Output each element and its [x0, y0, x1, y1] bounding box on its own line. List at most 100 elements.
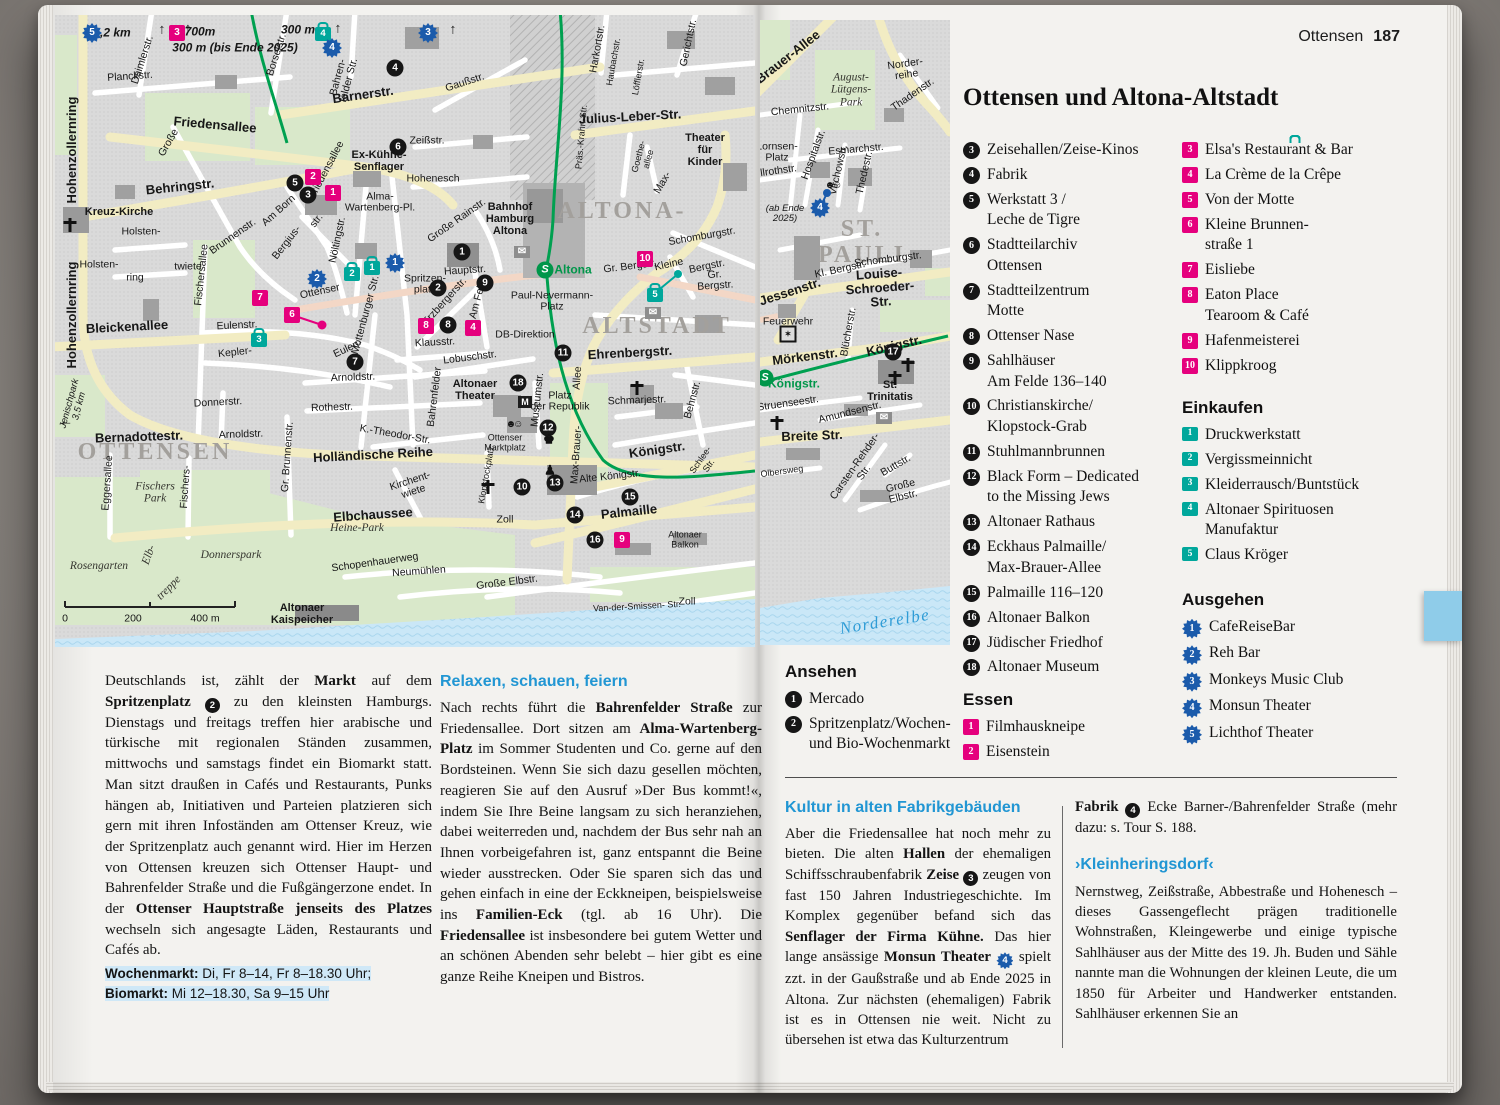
subheading-kultur: Kultur in alten Fabrikgebäuden	[785, 799, 1021, 816]
black-marker-icon: 6	[963, 237, 980, 255]
map-marker-masks-☻☺: ☻☺	[824, 180, 843, 191]
legend-item-label: Fabrik	[987, 165, 1028, 183]
map-marker-dotblue	[823, 189, 831, 197]
map-marker-black-15: 15	[621, 488, 639, 506]
legend-item-label: Hafenmeisterei	[1205, 331, 1300, 349]
map-marker-black-18: 18	[509, 374, 527, 392]
legend-item-label: Eisenstein	[986, 742, 1050, 760]
black-marker-icon: 7	[963, 282, 980, 300]
black-marker-icon: 11	[963, 443, 980, 461]
legend-item-label: Stadtteilarchiv Ottensen	[987, 236, 1078, 274]
map-marker-gear-4: 4	[810, 198, 830, 218]
legend-item-label: CafeReiseBar	[1209, 617, 1296, 635]
map-marker-pink-7: 7	[252, 290, 268, 306]
legend-item: 3 Monkeys Music Club	[1182, 670, 1407, 692]
legend-item-label: Eaton Place Tearoom & Café	[1205, 286, 1309, 324]
map-marker-gear-2: 2	[307, 269, 327, 289]
section-name: Ottensen	[1298, 28, 1364, 45]
map-marker-black-14: 14	[566, 506, 584, 524]
map-marker-dotpink	[317, 320, 327, 330]
text-column-4: Fabrik 4 Ecke Barner-/Bahrenfelder Straß…	[1075, 797, 1397, 1024]
legend-item-label: Lichthof Theater	[1209, 723, 1314, 741]
paragraph: Fabrik 4 Ecke Barner-/Bahrenfelder Straß…	[1075, 799, 1398, 837]
black-marker-icon: 8	[963, 328, 980, 346]
legend-item-label: Kleiderrausch/Buntstück	[1205, 475, 1360, 493]
text-column-3: Kultur in alten Fabrikgebäuden Aber die …	[785, 797, 1051, 1051]
legend-item: 4 Fabrik	[963, 165, 1177, 185]
legend-item-label: Werkstatt 3 / Leche de Tigre	[987, 190, 1080, 229]
map-marker-dotteal	[674, 270, 682, 278]
map-marker-gear-1: 1	[385, 253, 405, 273]
map-marker-church	[901, 358, 915, 372]
subheading-relaxen: Relaxen, schauen, feiern	[440, 673, 628, 690]
legend-item-label: Klippkroog	[1205, 356, 1277, 374]
subheading-kleinheringsdorf: ›Kleinheringsdorf‹	[1075, 856, 1214, 874]
legend-item-label: Vergissmeinnicht	[1205, 450, 1313, 468]
legend-item: 4 Monsun Theater	[1182, 696, 1407, 719]
legend-item: 2 Spritzenplatz/Wochen- und Bio-Wochenmar…	[785, 714, 963, 755]
bag-marker-icon: 5	[1182, 547, 1198, 562]
legend-item: 3 Zeisehallen/Zeise-Kinos	[963, 140, 1177, 160]
black-marker-icon: 17	[963, 634, 980, 652]
map-marker-gear-4: 4	[322, 38, 342, 58]
legend-item: 11 Stuhlmannbrunnen	[963, 442, 1177, 462]
map-marker-bag-2: 2	[344, 267, 360, 281]
paragraph: Nernstweg, Zeißstraße, Abbestraße und Ho…	[1075, 883, 1397, 1022]
pink-marker-icon: 7	[1182, 262, 1198, 279]
legend-item: 16 Altonaer Balkon	[963, 608, 1177, 628]
legend-item-label: Druckwerkstatt	[1205, 426, 1301, 444]
legend-item: 10 Klippkroog	[1182, 356, 1407, 376]
gear-marker-icon: 4	[1182, 698, 1202, 719]
legend-item: 2 Eisenstein	[963, 742, 1163, 762]
map-marker-bag-5: 5	[647, 288, 663, 302]
pink-marker-icon: 1	[963, 719, 979, 735]
bag-marker-icon: 1	[1182, 427, 1198, 442]
market-hours-bio: Biomarkt: Mi 12–18.30, Sa 9–15 Uhr	[105, 986, 330, 1002]
legend-item-label: La Crème de la Crêpe	[1205, 165, 1341, 183]
black-marker-icon: 16	[963, 609, 980, 627]
map-marker-pink-6: 6	[284, 307, 300, 323]
pink-marker-icon: 5	[1182, 191, 1198, 208]
legend-item: 9 Hafenmeisterei	[1182, 331, 1407, 351]
paragraph: Aber die Friedensallee hat noch mehr zu …	[785, 826, 1051, 1049]
legend-item-label: Sahlhäuser Am Felde 136–140	[987, 352, 1107, 390]
legend-item-label: Monkeys Music Club	[1209, 670, 1344, 688]
legend-item: 2 Vergissmeinnicht	[1182, 450, 1407, 470]
black-marker-icon: 4	[963, 166, 980, 184]
black-marker-icon: 12	[963, 468, 980, 486]
legend-item-label: Monsun Theater	[1209, 697, 1311, 715]
map-marker-black-7: 7	[346, 353, 364, 371]
pink-marker-icon: 4	[1182, 166, 1198, 183]
legend-item-label: Claus Kröger	[1205, 546, 1289, 564]
legend-item: 5 Lichthof Theater	[1182, 723, 1407, 745]
legend-item: 5 Werkstatt 3 / Leche de Tigre	[963, 190, 1177, 231]
bag-marker-icon: 4	[1182, 501, 1198, 516]
black-marker-icon: 14	[963, 539, 980, 557]
bag-marker-icon: 2	[1182, 451, 1198, 466]
section-divider	[785, 777, 1397, 778]
legend-item-label: Von der Motte	[1205, 190, 1295, 208]
map-marker-church	[770, 416, 784, 430]
legend-item: 4 Altonaer Spirituosen Manufaktur	[1182, 500, 1407, 541]
legend-item-label: Palmaille 116–120	[987, 583, 1104, 601]
legend-item: 7 Stadtteilzentrum Motte	[963, 281, 1177, 322]
legend-heading-einkaufen: Einkaufen	[1182, 398, 1264, 418]
map-marker-black-3: 3	[299, 186, 317, 204]
black-marker-icon: 15	[963, 584, 980, 602]
legend-item-label: Altonaer Museum	[987, 658, 1100, 676]
map-marker-bag-4: 4	[315, 27, 331, 41]
legend-item: 8 Ottenser Nase	[963, 326, 1177, 346]
pink-marker-icon: 6	[1182, 216, 1198, 233]
black-marker-icon: 2	[785, 715, 802, 733]
map-marker-church	[63, 218, 77, 232]
legend-item-label: Jüdischer Friedhof	[987, 633, 1103, 651]
map-marker-church	[481, 480, 495, 494]
bag-marker-icon: 3	[1182, 476, 1198, 491]
legend-item-label: Kleine Brunnen- straße 1	[1205, 215, 1309, 254]
map-marker-black-5: 5	[286, 174, 304, 192]
inline-map-marker-4: 4	[996, 952, 1014, 970]
page-header: Ottensen 187	[1200, 28, 1400, 46]
pink-marker-icon: 9	[1182, 332, 1198, 349]
map-marker-pink-4: 4	[465, 320, 481, 336]
paragraph: Deutschlands ist, zählt der Markt auf de…	[105, 673, 433, 959]
